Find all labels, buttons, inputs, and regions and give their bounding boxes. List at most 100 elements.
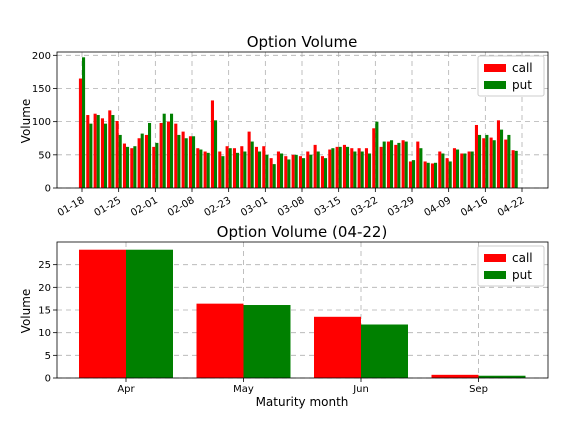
x-ticks: 01-18 01-25 02-01 02-08 02-23 03-01 03-08 03-15… xyxy=(56,188,527,219)
bar-call xyxy=(496,120,500,188)
x-tick-label: 04-22 xyxy=(496,195,527,219)
x-tick-label: Jun xyxy=(352,384,369,395)
bar-put xyxy=(346,146,350,188)
bar-call xyxy=(225,146,229,188)
bar-put xyxy=(361,324,408,378)
bar-call xyxy=(166,121,170,188)
bar-put xyxy=(309,154,313,188)
bar-call xyxy=(474,124,478,188)
bar-put xyxy=(492,140,496,188)
y-tick-label: 0 xyxy=(45,374,51,385)
bar-call xyxy=(181,131,185,188)
bar-call xyxy=(416,141,420,188)
bar-put xyxy=(478,375,526,378)
bar-call xyxy=(431,374,479,378)
bar-put xyxy=(184,138,188,188)
bar-put xyxy=(419,148,423,188)
bar-call xyxy=(445,158,449,188)
bar-put xyxy=(272,164,276,188)
bar-put xyxy=(140,133,144,188)
x-tick-label: 01-18 xyxy=(56,195,87,219)
legend-box xyxy=(477,245,545,287)
y-tick-label: 5 xyxy=(45,351,51,362)
bar-put xyxy=(126,249,173,378)
bar-put xyxy=(287,159,291,188)
bar-call xyxy=(86,115,90,188)
bar-call xyxy=(152,146,156,188)
bar-put xyxy=(302,158,306,188)
x-tick-label: Sep xyxy=(469,384,488,395)
bar-put xyxy=(331,148,335,188)
x-tick-label: May xyxy=(233,384,254,395)
bar-put xyxy=(390,140,394,188)
bar-put xyxy=(228,148,232,188)
bar-put xyxy=(221,156,225,188)
y-tick-label: 20 xyxy=(38,283,51,294)
bar-put xyxy=(478,134,482,188)
bar-put xyxy=(470,151,474,188)
bar-call xyxy=(144,134,148,188)
bar-call xyxy=(115,120,119,188)
bar-call xyxy=(482,138,486,188)
bar-call xyxy=(122,143,126,188)
bar-put xyxy=(177,134,181,188)
bar-call xyxy=(262,146,266,188)
x-tick-label: 04-16 xyxy=(459,195,490,219)
x-tick-label: 03-15 xyxy=(312,195,343,219)
y-tick-label: 0 xyxy=(45,184,51,195)
bar-call xyxy=(372,128,376,188)
x-tick-label: 03-29 xyxy=(386,195,417,219)
legend-label-call: call xyxy=(512,61,533,75)
chart-title: Option Volume (04-22) xyxy=(217,223,388,241)
bar-call xyxy=(269,158,273,188)
y-tick-label: 10 xyxy=(38,328,51,339)
bar-call xyxy=(196,303,244,378)
bar-put xyxy=(199,149,203,188)
bar-put xyxy=(214,120,218,188)
x-axis-label: Maturity month xyxy=(256,395,349,409)
bar-put xyxy=(192,136,196,188)
bar-call xyxy=(452,148,456,188)
bar-call xyxy=(423,161,427,188)
bar-call xyxy=(93,113,97,188)
bar-call xyxy=(232,148,236,188)
bar-call xyxy=(196,148,200,188)
bar-call xyxy=(298,156,302,188)
bar-call xyxy=(328,149,332,188)
legend-swatch-put xyxy=(484,271,506,279)
y-axis-label: Volume xyxy=(19,99,33,144)
bar-call xyxy=(188,136,192,188)
legend-label-put: put xyxy=(512,268,532,282)
x-tick-label: 03-08 xyxy=(276,195,307,219)
bar-call xyxy=(306,151,310,188)
bar-put xyxy=(280,153,284,188)
y-tick-label: 15 xyxy=(38,306,51,317)
bar-put xyxy=(118,134,122,188)
y-tick-label: 200 xyxy=(32,51,51,62)
y-ticks: 0 50 100 150 200 xyxy=(32,51,57,195)
bar-call xyxy=(247,131,251,188)
legend-swatch-call xyxy=(484,64,506,72)
y-tick-label: 50 xyxy=(38,150,51,161)
bar-call xyxy=(357,148,361,188)
bar-put xyxy=(500,129,504,188)
x-tick-label: 02-01 xyxy=(129,195,160,219)
bar-put xyxy=(162,113,166,188)
bar-put xyxy=(170,113,174,188)
bar-put xyxy=(463,153,467,188)
bar-call xyxy=(137,138,141,188)
bar-call xyxy=(78,78,82,188)
x-tick-label: 04-09 xyxy=(422,195,453,219)
bar-put xyxy=(448,161,452,188)
y-ticks: 0 5 10 15 20 25 xyxy=(38,260,57,385)
bar-call xyxy=(489,137,493,188)
x-tick-label: 02-23 xyxy=(202,195,233,219)
bar-call xyxy=(342,144,346,188)
bar-put xyxy=(360,151,364,188)
bar-put xyxy=(250,141,254,188)
bar-put xyxy=(104,123,108,188)
bar-call xyxy=(320,156,324,188)
bar-call xyxy=(313,144,317,188)
bar-call xyxy=(460,153,464,188)
